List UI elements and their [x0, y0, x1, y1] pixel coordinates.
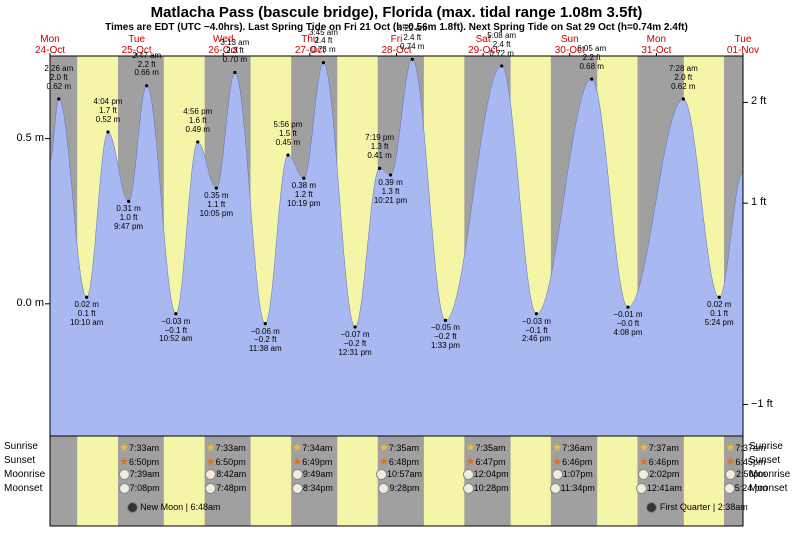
moonset-time: 9:28pm [362, 483, 437, 494]
tide-extreme-label: 0.31 m1.0 ft9:47 pm [104, 205, 154, 231]
tide-extreme-label: −0.06 m−0.2 ft11:38 am [240, 328, 290, 354]
moonrise-time: 12:04pm [448, 469, 523, 480]
row-label-moonset: Moonset [4, 483, 42, 494]
tide-extreme-label: 3:45 am2.4 ft0.73 m [298, 29, 348, 55]
y-axis-left-label: 0.0 m [4, 297, 44, 309]
sunrise-time: ★7:35am [362, 441, 437, 454]
moonrise-time: 1:07pm [535, 469, 610, 480]
moonrise-time: 7:39am [102, 469, 177, 480]
date-label: Tue01-Nov [718, 34, 768, 56]
sunset-time: ★6:46pm [621, 455, 696, 468]
tide-extreme-label: 4:56 pm1.6 ft0.49 m [173, 108, 223, 134]
date-label: Mon31-Oct [631, 34, 681, 56]
moonset-time: 8:34pm [275, 483, 350, 494]
tide-extreme-label: −0.03 m−0.1 ft2:46 pm [511, 318, 561, 344]
moonset-time: 12:41am [621, 483, 696, 494]
tide-extreme-label: −0.01 m−0.0 ft4:08 pm [603, 311, 653, 337]
tide-extreme-label: 0.39 m1.3 ft10:21 pm [366, 179, 416, 205]
moon-phase-label: New Moon | 6:48am [127, 502, 287, 513]
sunrise-time: ★7:37am [708, 441, 783, 454]
tide-extreme-label: 5:08 am2.4 ft0.72 m [477, 32, 527, 58]
tide-extreme-label: −0.07 m−0.2 ft12:31 pm [330, 331, 380, 357]
moonrise-time: 2:02pm [621, 469, 696, 480]
moonset-time: 7:48pm [188, 483, 263, 494]
moonrise-time: 9:49am [275, 469, 350, 480]
sunrise-time: ★7:36am [535, 441, 610, 454]
date-label: Mon24-Oct [25, 34, 75, 56]
moonset-time: 11:34pm [535, 483, 610, 494]
sunset-time: ★6:48pm [362, 455, 437, 468]
tide-extreme-label: 0.02 m0.1 ft5:24 pm [694, 301, 744, 327]
tide-extreme-label: −0.03 m−0.1 ft10:52 am [151, 318, 201, 344]
sunset-time: ★6:49pm [275, 455, 350, 468]
tide-extreme-label: 7:19 pm1.3 ft0.41 m [355, 134, 405, 160]
sunset-time: ★6:45pm [708, 455, 783, 468]
moonset-time: 7:08pm [102, 483, 177, 494]
tide-extreme-label: 2:26 am2.0 ft0.62 m [34, 65, 84, 91]
moon-phase-label: First Quarter | 2:38am [646, 502, 793, 513]
sunset-time: ★6:50pm [102, 455, 177, 468]
tide-extreme-label: 4:22 am2.4 ft0.74 m [387, 25, 437, 51]
y-axis-right-label: 2 ft [751, 95, 791, 107]
moonset-time: 5:24 pm [708, 483, 783, 494]
tide-extreme-label: 5:56 pm1.5 ft0.45 m [263, 121, 313, 147]
moonrise-time: 8:42am [188, 469, 263, 480]
sunrise-time: ★7:35am [448, 441, 523, 454]
moonset-time: 10:28pm [448, 483, 523, 494]
tide-extreme-label: 0.38 m1.2 ft10:19 pm [279, 182, 329, 208]
y-axis-right-label: −1 ft [751, 398, 791, 410]
tide-extreme-label: 0.02 m0.1 ft10:10 am [62, 301, 112, 327]
tide-extreme-label: 4:04 pm1.7 ft0.52 m [83, 98, 133, 124]
sunrise-time: ★7:37am [621, 441, 696, 454]
sunset-time: ★6:46pm [535, 455, 610, 468]
tide-extreme-label: 2:47 am2.2 ft0.66 m [122, 52, 172, 78]
y-axis-left-label: 0.5 m [4, 132, 44, 144]
moonrise-time: 10:57am [362, 469, 437, 480]
row-label-moonrise: Moonrise [4, 469, 45, 480]
row-label-sunset: Sunset [4, 455, 35, 466]
moonrise-time: 2:50pm [708, 469, 783, 480]
tide-extreme-label: −0.05 m−0.2 ft1:33 pm [420, 324, 470, 350]
y-axis-right-label: 1 ft [751, 196, 791, 208]
sunrise-time: ★7:34am [275, 441, 350, 454]
sunset-time: ★6:47pm [448, 455, 523, 468]
tide-extreme-label: 0.35 m1.1 ft10:05 pm [191, 192, 241, 218]
sunrise-time: ★7:33am [188, 441, 263, 454]
tide-extreme-label: 6:05 am2.2 ft0.68 m [567, 45, 617, 71]
tide-extreme-label: 3:13 am2.3 ft0.70 m [210, 39, 260, 65]
tide-chart: Matlacha Pass (bascule bridge), Florida … [0, 0, 793, 539]
sunset-time: ★6:50pm [188, 455, 263, 468]
row-label-sunrise: Sunrise [4, 441, 38, 452]
sunrise-time: ★7:33am [102, 441, 177, 454]
tide-extreme-label: 7:28 am2.0 ft0.62 m [658, 65, 708, 91]
